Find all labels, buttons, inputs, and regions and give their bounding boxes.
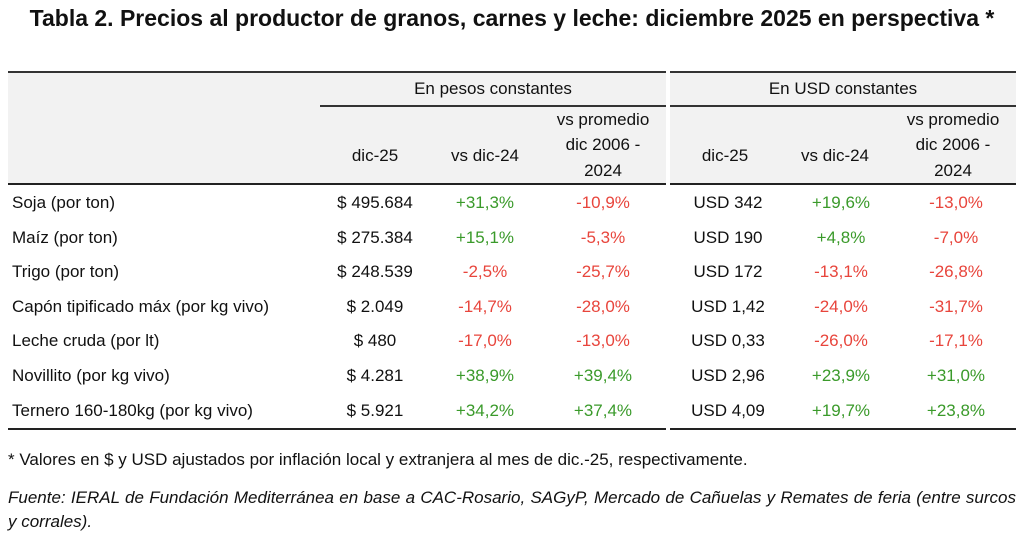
column-header-c2: vs dic-24 bbox=[800, 146, 870, 165]
cell-usd: USD 172 bbox=[693, 262, 763, 282]
header-rule bbox=[670, 183, 1016, 185]
bottom-rule bbox=[8, 428, 666, 430]
row-label: Leche cruda (por lt) bbox=[12, 331, 160, 351]
cell-usd-avg: +31,0% bbox=[926, 366, 986, 385]
cell-usd-avg: -7,0% bbox=[933, 227, 979, 247]
cell-usd-avg: +23,8% bbox=[926, 400, 986, 420]
cell-usd: USD 4,09 bbox=[691, 400, 765, 420]
cell-usd-avg: -26,8% bbox=[929, 262, 983, 282]
row-label: Capón tipificado máx (por kg vivo) bbox=[12, 296, 270, 316]
cell-usd-yoy: -24,0% bbox=[814, 296, 868, 316]
column-header-c3b: dic 2006 - bbox=[565, 135, 641, 154]
cell-usd-yoy: +23,9% bbox=[811, 366, 871, 385]
cell-ars-yoy: +31,3% bbox=[455, 193, 515, 212]
cell-usd-yoy: +4,8% bbox=[816, 227, 866, 247]
column-header-c3c: 2024 bbox=[934, 161, 972, 180]
cell-usd-yoy: -13,1% bbox=[814, 262, 868, 282]
cell-ars: $ 5.921 bbox=[346, 400, 404, 420]
footnote: * Valores en $ y USD ajustados por infla… bbox=[8, 450, 748, 469]
header-bg-pesos bbox=[8, 72, 666, 183]
bottom-rule bbox=[670, 428, 1016, 430]
cell-usd-yoy: +19,7% bbox=[811, 400, 871, 420]
row-label: Maíz (por ton) bbox=[12, 227, 118, 247]
cell-ars: $ 4.281 bbox=[346, 366, 404, 385]
cell-ars-avg: +39,4% bbox=[573, 366, 633, 385]
source-note: Fuente: IERAL de Fundación Mediterránea … bbox=[8, 488, 1016, 531]
cell-ars-yoy: -14,7% bbox=[458, 296, 512, 316]
top-rule bbox=[8, 71, 666, 73]
group-header-usd: En USD constantes bbox=[768, 79, 918, 98]
cell-usd: USD 190 bbox=[693, 227, 763, 247]
cell-usd-yoy: -26,0% bbox=[814, 331, 868, 351]
cell-ars: $ 480 bbox=[353, 331, 397, 351]
cell-ars: $ 495.684 bbox=[337, 193, 413, 212]
cell-ars-avg: -10,9% bbox=[576, 193, 630, 212]
column-header-c3c: 2024 bbox=[584, 161, 622, 180]
column-header-c3a: vs promedio bbox=[556, 110, 650, 129]
cell-usd-yoy: +19,6% bbox=[811, 193, 871, 212]
cell-ars: $ 2.049 bbox=[346, 296, 404, 316]
cell-ars-avg: -13,0% bbox=[576, 331, 630, 351]
group-header-pesos: En pesos constantes bbox=[414, 79, 572, 98]
header-rule bbox=[8, 183, 666, 185]
row-label: Soja (por ton) bbox=[12, 193, 115, 212]
cell-usd: USD 1,42 bbox=[691, 296, 765, 316]
cell-usd: USD 2,96 bbox=[691, 366, 765, 385]
cell-ars: $ 248.539 bbox=[337, 262, 413, 282]
column-header-c3b: dic 2006 - bbox=[915, 135, 991, 154]
cell-ars-yoy: +38,9% bbox=[455, 366, 515, 385]
cell-ars-yoy: +34,2% bbox=[455, 400, 515, 420]
column-header-c1: dic-25 bbox=[701, 146, 749, 165]
cell-ars-avg: -28,0% bbox=[576, 296, 630, 316]
row-label: Ternero 160-180kg (por kg vivo) bbox=[12, 400, 253, 420]
cell-ars-yoy: -17,0% bbox=[458, 331, 512, 351]
cell-ars-yoy: +15,1% bbox=[455, 227, 515, 247]
top-rule bbox=[670, 71, 1016, 73]
cell-ars-avg: -5,3% bbox=[580, 227, 626, 247]
cell-usd-avg: -13,0% bbox=[929, 193, 983, 212]
column-header-c2: vs dic-24 bbox=[450, 146, 520, 165]
cell-ars-avg: -25,7% bbox=[576, 262, 630, 282]
header-bg-usd bbox=[670, 72, 1016, 183]
row-label: Trigo (por ton) bbox=[12, 262, 120, 282]
cell-usd: USD 0,33 bbox=[691, 331, 765, 351]
cell-usd: USD 342 bbox=[693, 193, 763, 212]
cell-ars: $ 275.384 bbox=[337, 227, 413, 247]
cell-usd-avg: -17,1% bbox=[929, 331, 983, 351]
group-rule bbox=[320, 105, 666, 107]
row-label: Novillito (por kg vivo) bbox=[12, 366, 170, 385]
column-header-c1: dic-25 bbox=[351, 146, 399, 165]
table-title: Tabla 2. Precios al productor de granos,… bbox=[29, 5, 995, 31]
cell-ars-avg: +37,4% bbox=[573, 400, 633, 420]
cell-usd-avg: -31,7% bbox=[929, 296, 983, 316]
column-header-c3a: vs promedio bbox=[906, 110, 1000, 129]
group-rule bbox=[670, 105, 1016, 107]
cell-ars-yoy: -2,5% bbox=[462, 262, 508, 282]
